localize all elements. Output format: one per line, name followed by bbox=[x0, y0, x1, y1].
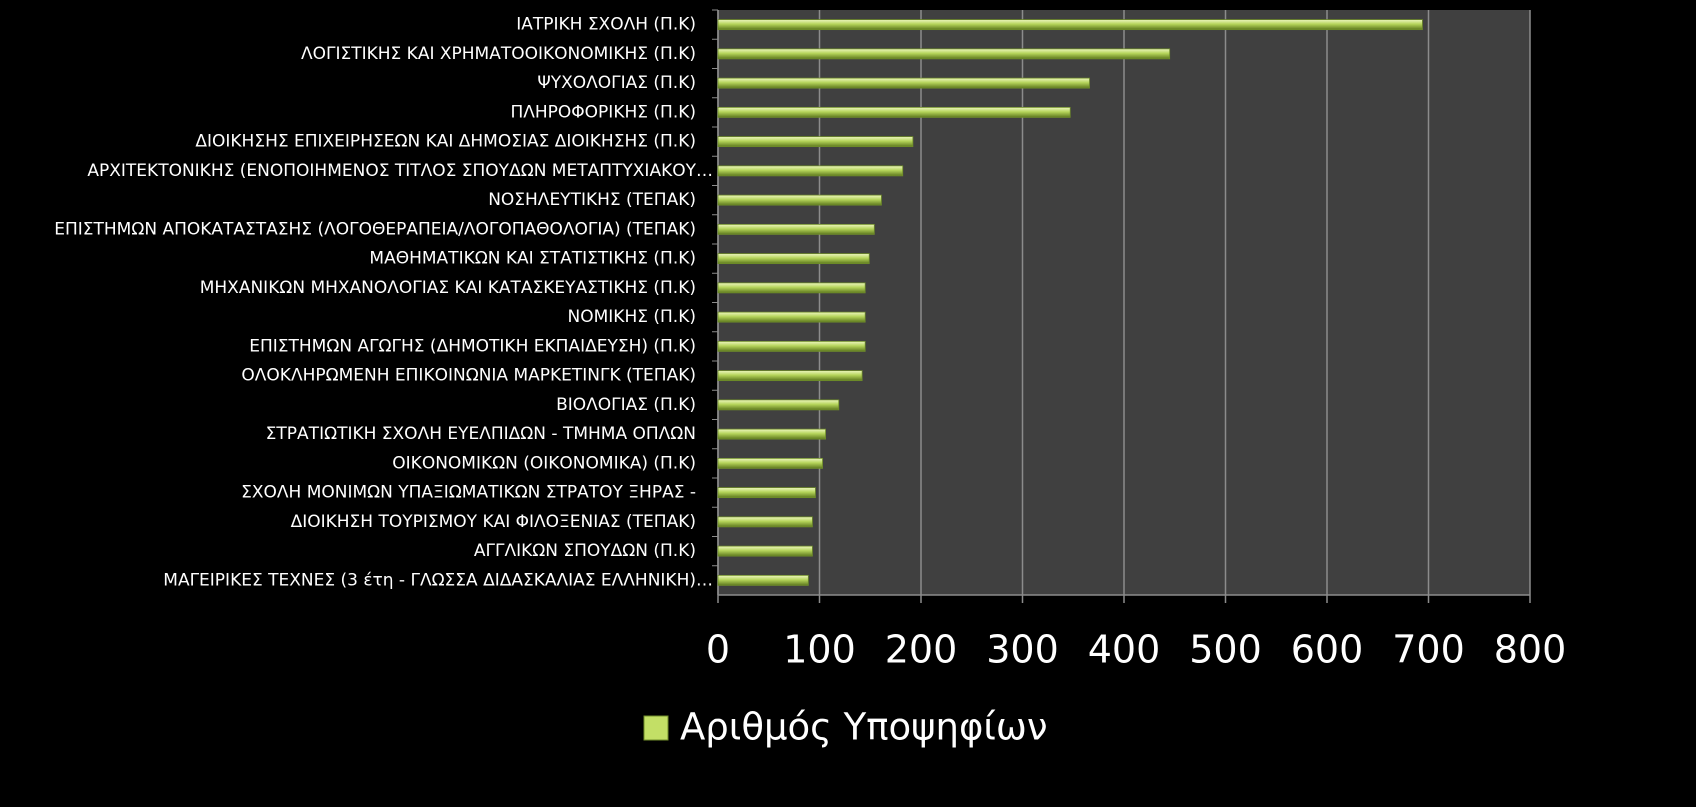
bar bbox=[717, 165, 904, 177]
x-tick-label: 200 bbox=[885, 628, 958, 672]
bar bbox=[717, 106, 1071, 118]
bar bbox=[717, 19, 1423, 31]
y-tick-label: ΠΛΗΡΟΦΟΡΙΚΗΣ (Π.Κ) bbox=[510, 102, 696, 122]
y-tick-label: ΙΑΤΡΙΚΗ ΣΧΟΛΗ (Π.Κ) bbox=[516, 15, 696, 35]
bar bbox=[717, 136, 914, 148]
x-tick-label: 500 bbox=[1189, 628, 1262, 672]
y-tick-label: ΟΛΟΚΛΗΡΩΜΕΝΗ ΕΠΙΚΟΙΝΩΝΙΑ ΜΑΡΚΕΤΙΝΓΚ (ΤΕΠ… bbox=[241, 366, 696, 386]
bar bbox=[717, 457, 823, 469]
bar bbox=[717, 223, 875, 235]
x-tick-label: 400 bbox=[1088, 628, 1161, 672]
y-tick-label: ΔΙΟΙΚΗΣΗ ΤΟΥΡΙΣΜΟΥ ΚΑΙ ΦΙΛΟΞΕΝΙΑΣ (ΤΕΠΑΚ… bbox=[291, 512, 696, 532]
bar bbox=[717, 77, 1090, 89]
y-tick-label: ΝΟΣΗΛΕΥΤΙΚΗΣ (ΤΕΠΑΚ) bbox=[488, 190, 696, 210]
x-tick-label: 100 bbox=[783, 628, 856, 672]
bar bbox=[717, 282, 866, 294]
x-tick-label: 600 bbox=[1291, 628, 1364, 672]
y-tick-label: ΑΓΓΛΙΚΩΝ ΣΠΟΥΔΩΝ (Π.Κ) bbox=[474, 541, 696, 561]
x-tick-label: 800 bbox=[1494, 628, 1567, 672]
y-tick-label: ΣΤΡΑΤΙΩΤΙΚΗ ΣΧΟΛΗ ΕΥΕΛΠΙΔΩΝ - ΤΜΗΜΑ ΟΠΛΩ… bbox=[266, 424, 696, 444]
legend-label: Αριθμός Υποψηφίων bbox=[680, 706, 1048, 749]
y-tick-label: ΒΙΟΛΟΓΙΑΣ (Π.Κ) bbox=[556, 395, 696, 415]
bar bbox=[717, 545, 813, 557]
bar bbox=[717, 428, 826, 440]
y-tick-label: ΑΡΧΙΤΕΚΤΟΝΙΚΗΣ (ΕΝΟΠΟΙΗΜΕΝΟΣ ΤΙΤΛΟΣ ΣΠΟΥ… bbox=[87, 161, 713, 181]
bar bbox=[717, 516, 813, 528]
bar bbox=[717, 311, 866, 323]
y-tick-label: ΝΟΜΙΚΗΣ (Π.Κ) bbox=[568, 307, 696, 327]
bar bbox=[717, 340, 866, 352]
bar bbox=[717, 574, 809, 586]
y-tick-label: ΕΠΙΣΤΗΜΩΝ ΑΓΩΓΗΣ (ΔΗΜΟΤΙΚΗ ΕΚΠΑΙΔΕΥΣΗ) (… bbox=[249, 336, 696, 356]
bar bbox=[717, 194, 882, 206]
y-tick-label: ΜΑΓΕΙΡΙΚΕΣ ΤΕΧΝΕΣ (3 έτη - ΓΛΩΣΣΑ ΔΙΔΑΣΚ… bbox=[163, 570, 713, 590]
y-tick-label: ΟΙΚΟΝΟΜΙΚΩΝ (ΟΙΚΟΝΟΜΙΚΑ) (Π.Κ) bbox=[392, 453, 696, 473]
y-tick-label: ΜΑΘΗΜΑΤΙΚΩΝ ΚΑΙ ΣΤΑΤΙΣΤΙΚΗΣ (Π.Κ) bbox=[369, 249, 696, 269]
legend-swatch bbox=[643, 715, 669, 741]
bar bbox=[717, 487, 816, 499]
y-tick-label: ΨΥΧΟΛΟΓΙΑΣ (Π.Κ) bbox=[537, 73, 696, 93]
y-tick-label: ΕΠΙΣΤΗΜΩΝ ΑΠΟΚΑΤΑΣΤΑΣΗΣ (ΛΟΓΟΘΕΡΑΠΕΙΑ/ΛΟ… bbox=[54, 219, 696, 239]
x-tick-label: 300 bbox=[986, 628, 1059, 672]
x-tick-label: 700 bbox=[1392, 628, 1465, 672]
y-tick-label: ΣΧΟΛΗ ΜΟΝΙΜΩΝ ΥΠΑΞΙΩΜΑΤΙΚΩΝ ΣΤΡΑΤΟΥ ΞΗΡΑ… bbox=[241, 483, 696, 503]
bar bbox=[717, 370, 863, 382]
y-tick-label: ΛΟΓΙΣΤΙΚΗΣ ΚΑΙ ΧΡΗΜΑΤΟΟΙΚΟΝΟΜΙΚΗΣ (Π.Κ) bbox=[301, 44, 696, 64]
bar bbox=[717, 253, 870, 265]
y-tick-label: ΔΙΟΙΚΗΣΗΣ ΕΠΙΧΕΙΡΗΣΕΩΝ ΚΑΙ ΔΗΜΟΣΙΑΣ ΔΙΟΙ… bbox=[195, 132, 696, 152]
y-tick-label: ΜΗΧΑΝΙΚΩΝ ΜΗΧΑΝΟΛΟΓΙΑΣ ΚΑΙ ΚΑΤΑΣΚΕΥΑΣΤΙΚ… bbox=[200, 278, 696, 298]
bar bbox=[717, 48, 1171, 60]
x-tick-label: 0 bbox=[706, 628, 730, 672]
bar bbox=[717, 399, 840, 411]
